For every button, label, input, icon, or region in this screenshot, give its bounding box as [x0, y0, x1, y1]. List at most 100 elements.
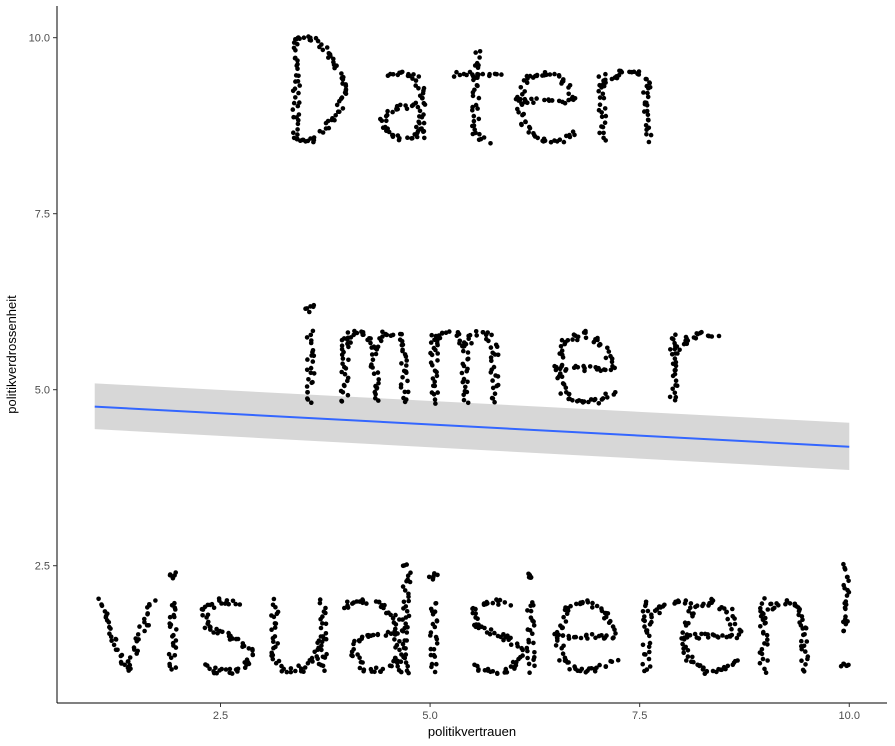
data-point: [605, 395, 610, 400]
data-point: [521, 111, 526, 117]
data-point: [288, 666, 294, 671]
data-point: [680, 630, 685, 635]
data-point: [471, 113, 477, 119]
data-point: [464, 368, 470, 374]
data-point: [337, 109, 342, 115]
data-point: [567, 134, 573, 140]
data-point: [490, 600, 496, 606]
data-point: [700, 667, 706, 672]
data-point: [578, 635, 584, 641]
data-point: [270, 635, 276, 641]
data-point: [167, 572, 173, 578]
data-point: [765, 607, 771, 612]
data-point: [758, 624, 763, 629]
data-point: [301, 35, 307, 40]
data-point: [168, 655, 174, 661]
data-point: [111, 642, 117, 648]
data-point: [415, 104, 421, 110]
data-point: [477, 49, 483, 54]
data-point: [126, 668, 131, 673]
data-point: [372, 669, 377, 675]
data-point: [531, 623, 537, 628]
data-point: [311, 371, 317, 376]
data-point: [465, 357, 470, 362]
data-point: [803, 625, 809, 631]
data-point: [523, 119, 528, 124]
data-point: [447, 329, 452, 334]
data-point: [393, 645, 398, 650]
data-point: [683, 338, 688, 344]
data-point: [323, 605, 328, 611]
data-point: [700, 603, 705, 609]
data-point: [696, 636, 702, 641]
data-point: [332, 117, 337, 123]
data-point: [380, 334, 385, 339]
data-point: [374, 385, 380, 391]
data-point: [108, 626, 113, 631]
data-point: [345, 603, 350, 608]
data-point: [410, 76, 415, 81]
data-point: [170, 634, 175, 639]
data-point: [298, 138, 303, 143]
data-point: [397, 617, 402, 622]
data-point: [571, 634, 577, 640]
data-point: [457, 72, 463, 78]
data-point: [360, 660, 365, 665]
data-point: [566, 391, 572, 397]
data-point: [428, 630, 434, 635]
data-point: [310, 659, 315, 664]
data-point: [454, 69, 459, 75]
data-point: [240, 644, 245, 650]
data-point: [354, 330, 360, 336]
data-point: [697, 663, 703, 668]
data-point: [600, 396, 606, 401]
data-point: [435, 358, 440, 363]
data-point: [401, 599, 407, 605]
data-point: [373, 351, 379, 357]
data-point: [421, 120, 427, 126]
data-point: [799, 614, 805, 619]
data-point: [388, 612, 394, 618]
data-point: [603, 664, 609, 669]
data-point: [230, 598, 236, 604]
data-point: [799, 658, 804, 663]
data-point: [802, 632, 807, 637]
data-point: [525, 100, 530, 106]
data-point: [481, 602, 487, 607]
data-point: [171, 612, 177, 618]
data-point: [435, 390, 441, 395]
data-point: [645, 608, 651, 614]
data-point: [601, 135, 606, 141]
data-point: [399, 338, 405, 344]
data-point: [419, 126, 424, 131]
data-point: [463, 341, 469, 347]
data-point: [430, 376, 436, 381]
data-point: [328, 53, 333, 59]
data-point: [435, 351, 441, 356]
data-point: [502, 670, 508, 675]
data-point: [526, 637, 531, 643]
data-point: [350, 653, 355, 659]
data-point: [488, 627, 494, 632]
data-point: [599, 124, 604, 129]
data-point: [685, 648, 691, 653]
data-point: [308, 370, 314, 376]
y-tick-label: 7.5: [35, 209, 50, 221]
data-point: [380, 329, 385, 335]
data-point: [525, 608, 530, 613]
data-point: [429, 390, 435, 395]
data-point: [597, 82, 602, 88]
data-point: [470, 108, 475, 113]
data-point: [317, 600, 323, 606]
data-point: [295, 61, 300, 67]
data-point: [797, 607, 802, 612]
data-point: [473, 50, 479, 55]
data-point: [503, 634, 508, 640]
data-point: [291, 45, 297, 51]
data-point: [308, 332, 314, 338]
data-point: [403, 646, 408, 651]
data-point: [762, 621, 768, 626]
data-point: [735, 658, 740, 663]
data-point: [597, 341, 603, 347]
data-point: [323, 621, 329, 627]
